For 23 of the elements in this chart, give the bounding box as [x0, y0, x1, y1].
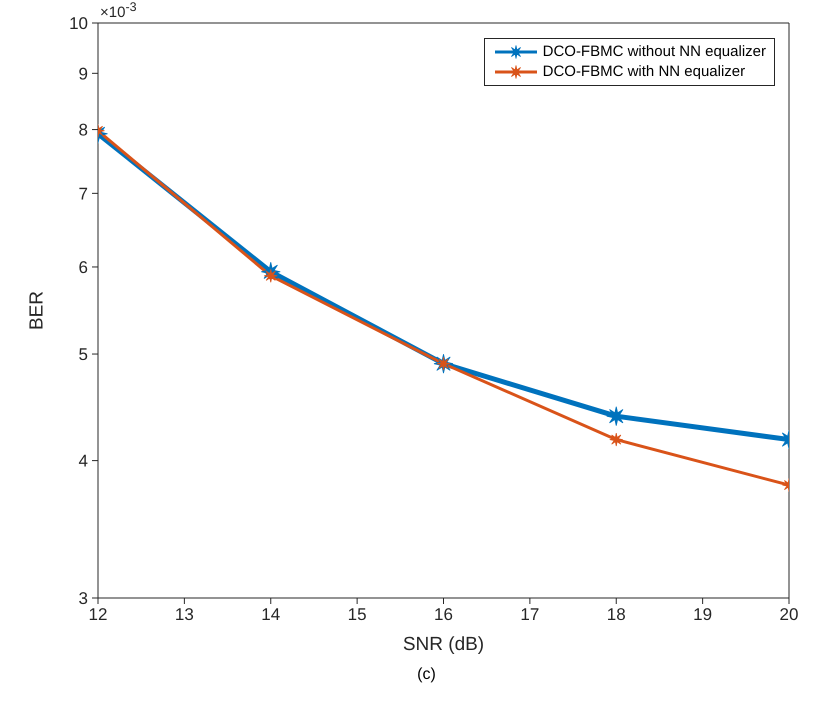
- x-tick-label: 13: [174, 605, 194, 624]
- x-tick-label: 19: [693, 605, 712, 624]
- text: (c): [416, 666, 437, 684]
- x-axis-title: SNR (dB): [402, 634, 484, 655]
- y-tick-label: 5: [78, 345, 88, 364]
- x-tick-label: 20: [780, 605, 798, 624]
- y-tick-label: 8: [78, 120, 88, 140]
- y-tick-label: 6: [78, 258, 88, 277]
- y-tick-label: 10: [69, 14, 88, 34]
- y-tick-label: 7: [78, 184, 88, 204]
- y-axis-title: BER: [26, 290, 48, 330]
- legend-label: DCO-FBMC with NN equalizer: [542, 62, 746, 82]
- x-tick-label: 14: [261, 605, 280, 624]
- x-tick-label: 18: [606, 605, 626, 624]
- y-tick-label: 4: [78, 452, 88, 471]
- x-tick-label: 15: [348, 605, 367, 624]
- y-tick-label: 9: [78, 64, 88, 84]
- x-tick-label: 12: [88, 605, 108, 624]
- x-tick-label: 17: [520, 605, 540, 624]
- text: ×10$^{-3}$: [100, 0, 137, 21]
- legend-label: DCO-FBMC without NN equalizer: [542, 42, 766, 62]
- x-tick-label: 16: [434, 605, 453, 624]
- y-tick-label: 3: [78, 589, 88, 608]
